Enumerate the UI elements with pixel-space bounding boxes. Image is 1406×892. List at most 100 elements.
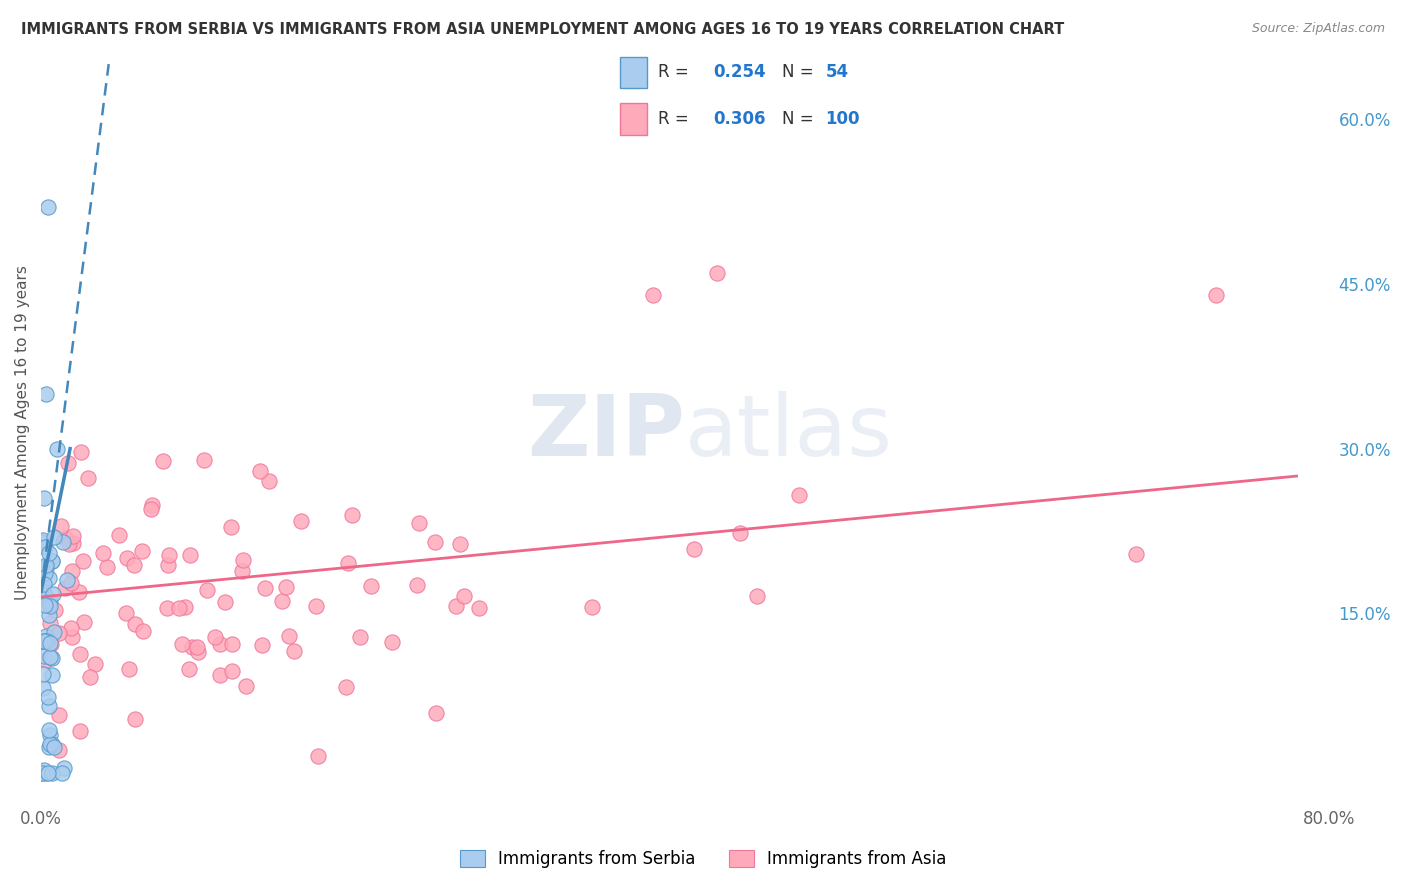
Point <box>208 667 231 681</box>
Point <box>787 488 810 502</box>
Point <box>37 634 59 648</box>
Point <box>381 635 404 649</box>
Text: atlas: atlas <box>685 391 893 474</box>
Point <box>406 578 429 592</box>
FancyBboxPatch shape <box>620 56 647 88</box>
Point <box>48 743 70 757</box>
Point <box>41 554 63 568</box>
Point <box>35 653 58 667</box>
Point <box>42 587 65 601</box>
Point <box>141 498 163 512</box>
Point <box>32 491 55 505</box>
Point <box>157 549 180 563</box>
Point <box>360 579 382 593</box>
FancyBboxPatch shape <box>620 103 647 136</box>
Point <box>58 537 80 551</box>
Point <box>35 562 58 576</box>
Point <box>59 621 82 635</box>
Point <box>131 544 153 558</box>
Point <box>60 630 83 644</box>
Point <box>34 560 56 574</box>
Point <box>728 525 751 540</box>
Point <box>76 471 98 485</box>
Text: N =: N = <box>782 111 818 128</box>
Point <box>48 707 70 722</box>
Point <box>32 681 55 696</box>
Point <box>173 600 195 615</box>
Point <box>38 597 60 611</box>
Point <box>42 530 65 544</box>
Point <box>167 600 190 615</box>
Point <box>467 601 489 615</box>
Point <box>39 638 62 652</box>
Point <box>283 643 305 657</box>
Point <box>41 765 63 780</box>
Point <box>42 739 65 754</box>
Point <box>152 454 174 468</box>
Point <box>38 571 60 585</box>
Point <box>45 442 67 456</box>
Point <box>34 598 56 612</box>
Point <box>581 600 603 615</box>
Point <box>177 662 200 676</box>
Point <box>38 636 60 650</box>
Point <box>34 577 56 591</box>
Point <box>44 603 66 617</box>
Point <box>1125 547 1147 561</box>
Point <box>221 637 243 651</box>
Point <box>35 765 58 780</box>
Point <box>59 576 82 591</box>
Point <box>31 765 53 780</box>
Point <box>274 580 297 594</box>
Point <box>231 564 253 578</box>
Point <box>156 558 179 573</box>
Point <box>53 581 76 595</box>
Legend: Immigrants from Serbia, Immigrants from Asia: Immigrants from Serbia, Immigrants from … <box>453 843 953 875</box>
Point <box>38 723 60 738</box>
Point <box>38 599 60 613</box>
Point <box>56 457 79 471</box>
Point <box>31 765 53 780</box>
Point <box>34 541 56 555</box>
Point <box>408 516 430 531</box>
Point <box>37 200 59 214</box>
Point <box>335 681 357 695</box>
Point <box>48 626 70 640</box>
Point <box>41 554 63 568</box>
Y-axis label: Unemployment Among Ages 16 to 19 years: Unemployment Among Ages 16 to 19 years <box>15 265 30 599</box>
Point <box>34 629 56 643</box>
Point <box>641 287 664 301</box>
Point <box>449 536 471 550</box>
Text: 54: 54 <box>825 63 849 81</box>
Point <box>250 638 273 652</box>
Point <box>38 737 60 751</box>
Point <box>62 529 84 543</box>
Point <box>83 657 105 672</box>
Point <box>115 606 138 620</box>
Point <box>41 651 63 665</box>
Point <box>37 765 59 780</box>
Point <box>181 640 204 654</box>
Point <box>221 664 243 678</box>
Text: 100: 100 <box>825 111 860 128</box>
Point <box>336 556 359 570</box>
Point <box>37 690 59 704</box>
Point <box>214 595 236 609</box>
Point <box>60 564 83 578</box>
Point <box>38 546 60 560</box>
Point <box>141 502 163 516</box>
Point <box>254 581 277 595</box>
Point <box>72 553 94 567</box>
Point <box>38 698 60 713</box>
Point <box>53 761 76 775</box>
Point <box>425 706 447 720</box>
Point <box>132 624 155 639</box>
Point <box>117 550 139 565</box>
Point <box>444 599 467 613</box>
Point <box>38 616 60 631</box>
Point <box>31 666 53 681</box>
Point <box>682 541 704 556</box>
Point <box>349 630 371 644</box>
Point <box>41 668 63 682</box>
Point <box>55 573 77 587</box>
